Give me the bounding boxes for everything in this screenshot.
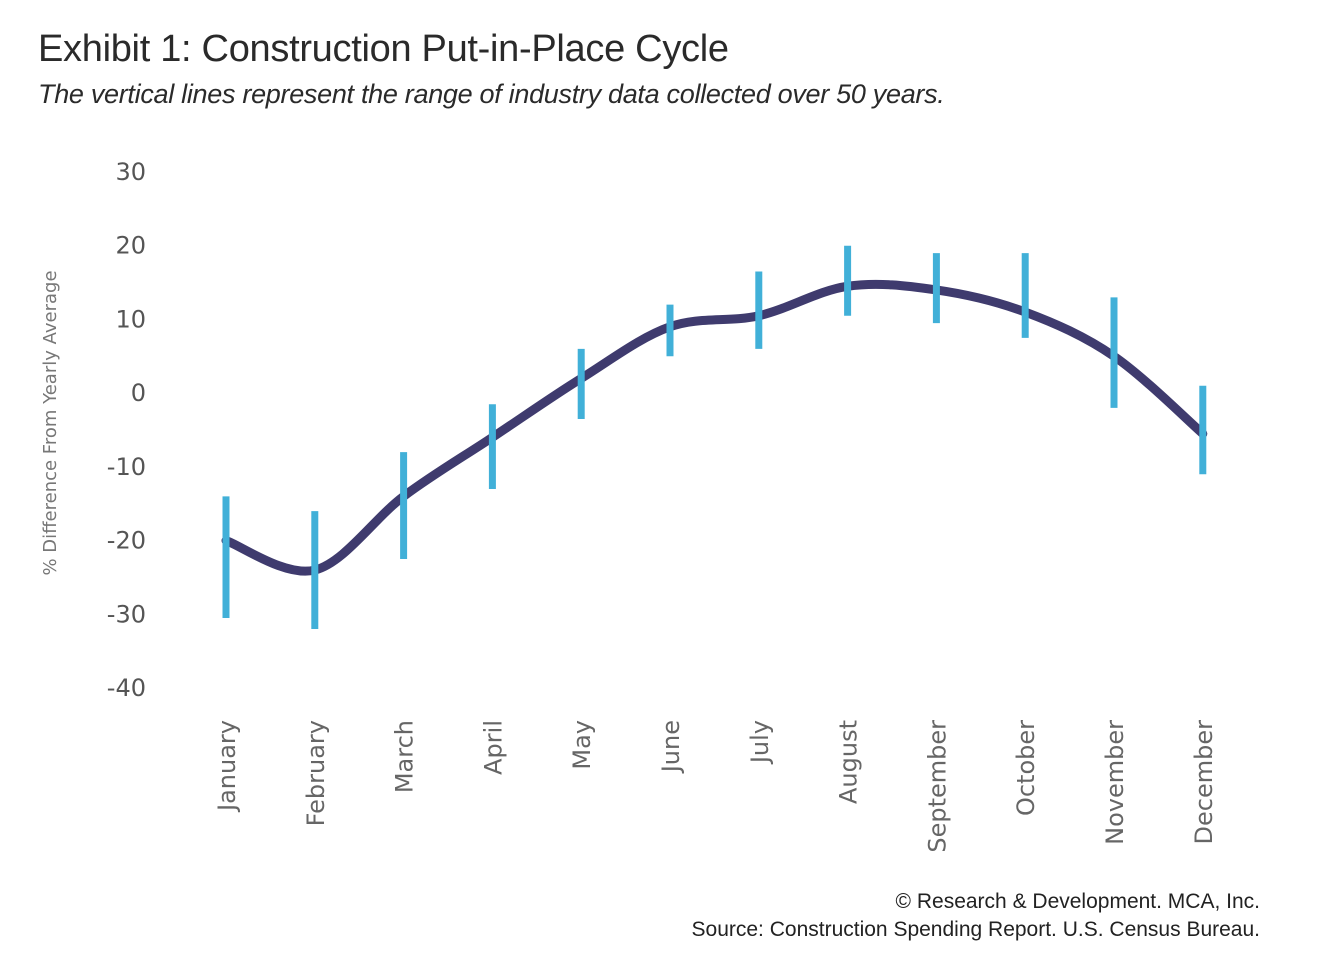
x-tick-label: June bbox=[657, 720, 685, 774]
x-tick-label: August bbox=[835, 720, 863, 804]
y-tick-label: -20 bbox=[107, 527, 146, 555]
y-axis-label: % Difference From Yearly Average bbox=[40, 270, 61, 575]
source-credit: Source: Construction Spending Report. U.… bbox=[691, 918, 1260, 941]
y-tick-label: -10 bbox=[107, 453, 146, 481]
y-tick-label: -30 bbox=[107, 600, 146, 628]
x-tick-label: November bbox=[1101, 720, 1129, 845]
x-tick-label: January bbox=[213, 720, 241, 813]
series-layer bbox=[221, 279, 1208, 576]
x-tick-label: July bbox=[746, 720, 774, 765]
y-tick-label: -40 bbox=[107, 674, 146, 702]
y-axis-ticks: 30 20 10 0 -10 -20 -30 -40 bbox=[107, 158, 146, 702]
x-tick-label: February bbox=[302, 720, 330, 826]
x-tick-label: September bbox=[923, 720, 951, 853]
chart-subtitle: The vertical lines represent the range o… bbox=[38, 79, 945, 109]
x-axis-ticks: January February March April May June July Augu… bbox=[213, 720, 1218, 853]
x-tick-label: October bbox=[1012, 720, 1040, 816]
x-tick-label: December bbox=[1190, 720, 1218, 845]
range-bars bbox=[222, 245, 1207, 630]
x-tick-label: April bbox=[479, 720, 507, 775]
x-tick-label: March bbox=[391, 720, 419, 793]
x-tick-label: May bbox=[568, 720, 596, 770]
y-tick-label: 30 bbox=[115, 158, 146, 186]
y-tick-label: 20 bbox=[115, 232, 146, 260]
copyright-credit: © Research & Development. MCA, Inc. bbox=[895, 890, 1260, 913]
series-line bbox=[221, 279, 1208, 576]
y-tick-label: 10 bbox=[115, 305, 146, 333]
y-tick-label: 0 bbox=[131, 379, 146, 407]
chart-title: Exhibit 1: Construction Put-in-Place Cyc… bbox=[38, 28, 729, 70]
y-axis-label-group: % Difference From Yearly Average bbox=[40, 270, 61, 575]
